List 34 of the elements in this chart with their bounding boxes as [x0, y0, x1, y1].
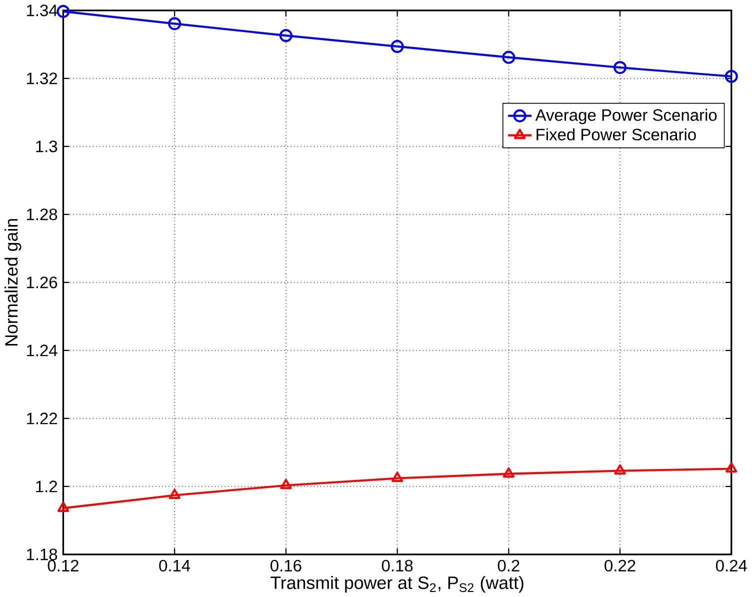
y-tick-label: 1.3: [36, 140, 58, 152]
point: [392, 472, 404, 482]
point: [502, 50, 516, 64]
point: [57, 502, 70, 512]
point: [168, 17, 182, 30]
legend-label: Fixed Power Scenario: [536, 128, 696, 140]
y-tick-label: 1.34: [26, 4, 58, 16]
x-tick-label: 0.16: [270, 560, 302, 572]
y-tick-label: 1.2: [36, 480, 57, 492]
point: [614, 464, 626, 474]
x-tick-label: 0.2: [498, 560, 520, 572]
x-tick-label: 0.22: [604, 560, 636, 572]
point: [279, 28, 292, 42]
y-tick-label: 1.32: [26, 72, 57, 84]
y-tick-label: 1.26: [26, 276, 58, 288]
y-tick-label: 1.28: [26, 208, 58, 220]
x-tick-label: 0.12: [48, 560, 78, 572]
x-tick-label: 0.24: [716, 560, 747, 572]
x-tick-label: 0.18: [382, 560, 413, 572]
point: [56, 4, 70, 18]
point: [168, 488, 180, 499]
legend-label: Average Power Scenario: [535, 108, 717, 124]
x-tick-label: 0.14: [159, 560, 190, 572]
point: [502, 467, 514, 478]
point: [613, 60, 627, 74]
point: [280, 478, 292, 490]
y-tick-label: 1.22: [26, 412, 57, 424]
point: [726, 462, 738, 472]
point: [390, 40, 404, 53]
point: [724, 70, 738, 83]
y-tick-label: 1.24: [26, 344, 58, 356]
x-axis-title: Transmit power at S$_{2}$, P$_{S2}$ (watt): [270, 576, 524, 593]
y-axis-title: Normalized gain: [4, 218, 22, 346]
y-tick-label: 1.18: [26, 548, 58, 560]
